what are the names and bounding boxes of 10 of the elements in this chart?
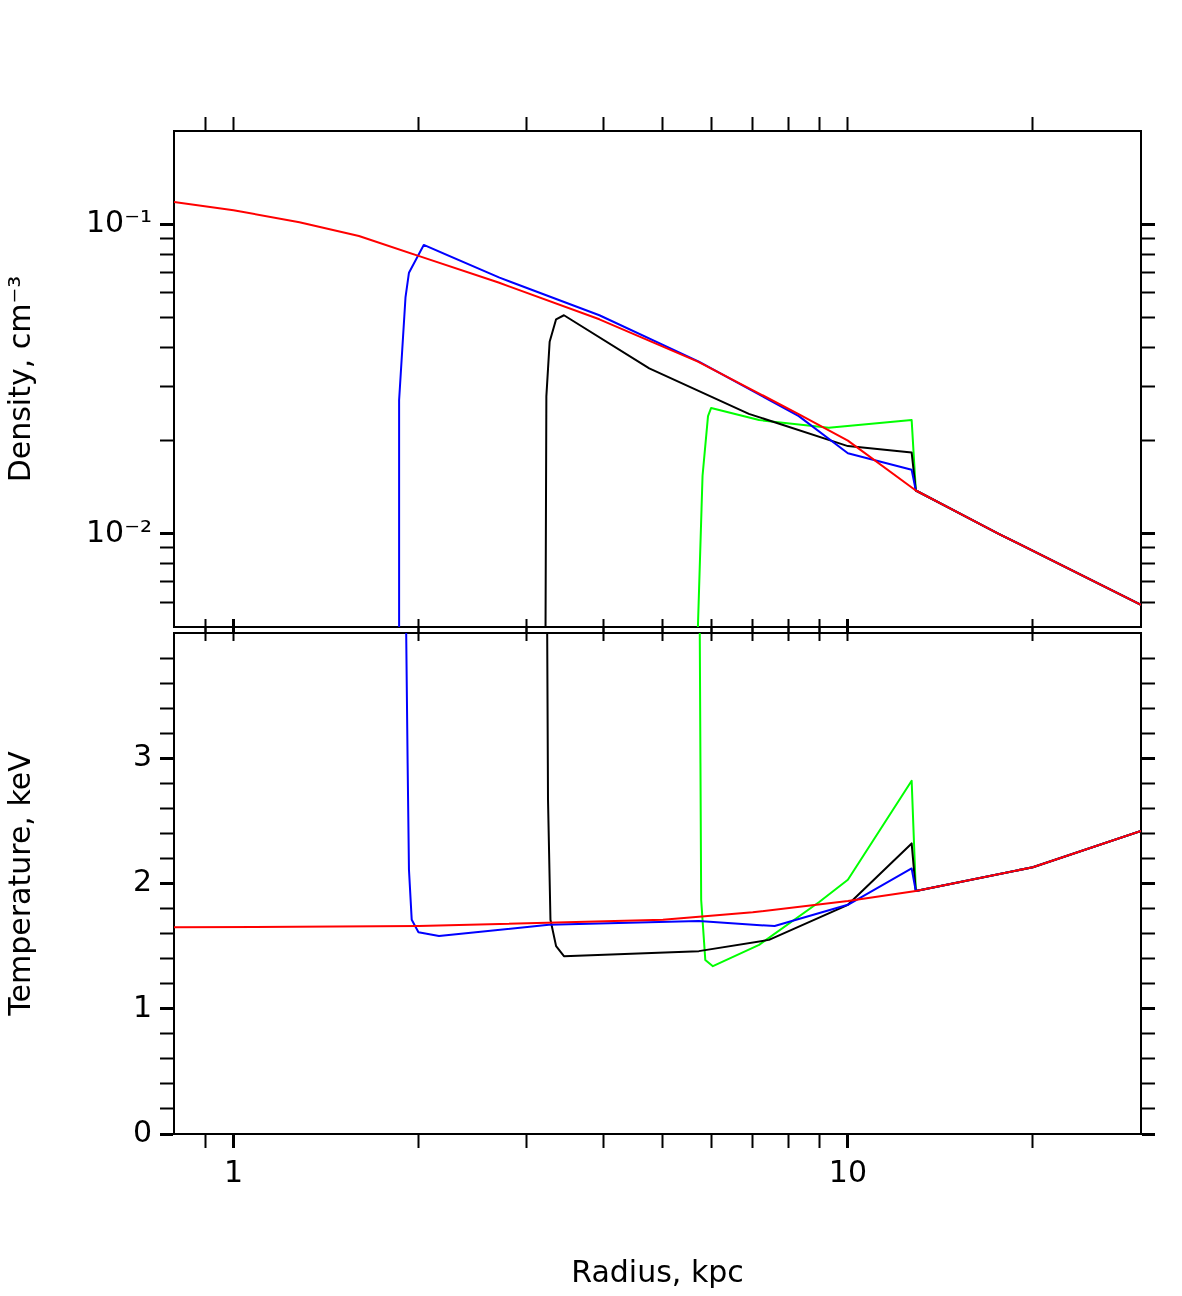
y-tick-label: 2 [132,863,152,899]
y-tick-label: 1 [132,988,152,1024]
y-axis-title: Temperature, keV [1,750,37,1017]
x-tick-label: 10 [828,1153,867,1189]
y-tick-label: 10⁻¹ [85,204,152,239]
x-axis-title: Radius, kpc [571,1253,744,1289]
y-tick-label: 10⁻² [85,513,152,549]
y-axis-title: Density, cm⁻³ [1,275,37,483]
y-tick-label: 3 [132,738,152,774]
y-tick-label: 0 [132,1113,152,1149]
